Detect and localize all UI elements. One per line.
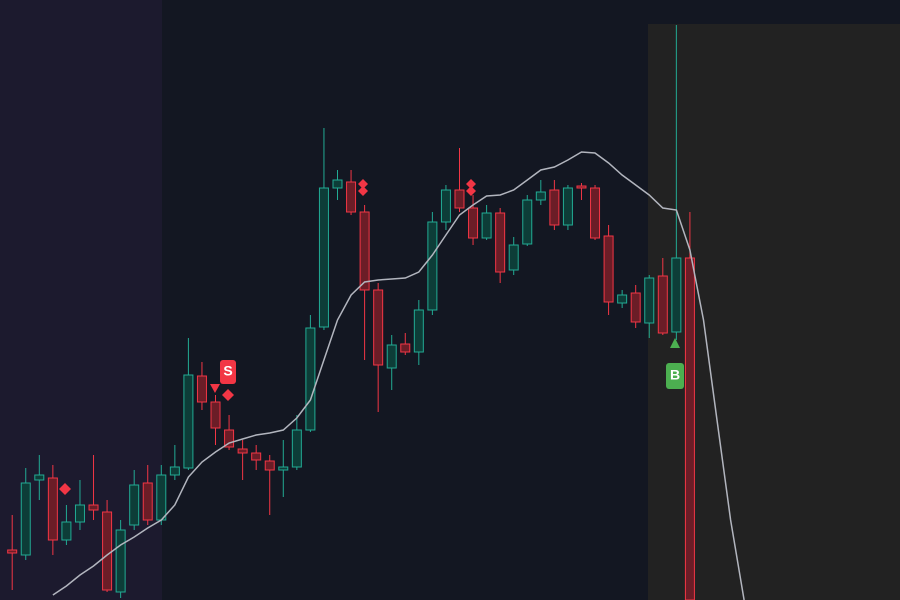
candle-body (590, 187, 601, 239)
candle-body (630, 292, 641, 323)
candle-body (522, 199, 533, 245)
candle-body (359, 211, 370, 291)
candle-body (576, 185, 587, 189)
candle-body (305, 327, 316, 431)
candle-body (251, 452, 262, 461)
candle-body (318, 187, 329, 328)
signal-diamond (222, 389, 234, 401)
candle-body (156, 474, 167, 521)
sell-badge (220, 360, 236, 384)
candle-body (603, 235, 614, 303)
candle-body (210, 401, 221, 429)
candle-body (224, 429, 235, 448)
candle-body (88, 504, 99, 511)
candle-body (129, 484, 140, 526)
candle-body (34, 474, 45, 481)
candle-body (562, 187, 573, 226)
candle-body (671, 257, 682, 333)
candle-body (61, 521, 72, 541)
candle-body (7, 549, 18, 554)
buy-label: B (670, 367, 680, 383)
candle-body (142, 482, 153, 521)
candle-body (454, 189, 465, 209)
sell-arrow (210, 384, 220, 393)
sell-label: S (223, 363, 232, 379)
signal-diamond (59, 483, 71, 495)
candle-body (508, 244, 519, 271)
candle-body (20, 482, 31, 556)
candle-body (400, 343, 411, 353)
candle-body (346, 181, 357, 213)
plot (7, 25, 745, 600)
buy-badge (666, 363, 684, 389)
candle-body (264, 460, 275, 471)
candle-body (386, 344, 397, 369)
signals: S B (59, 179, 684, 495)
candle-body (102, 511, 113, 591)
candle-body (684, 257, 695, 600)
signal-diamond (466, 186, 476, 196)
candle-body (481, 212, 492, 239)
candle-body (237, 448, 248, 454)
candle-body (413, 309, 424, 353)
candle-body (291, 429, 302, 468)
signal-diamond (358, 179, 368, 189)
candle-body (617, 294, 628, 304)
candle-body (196, 375, 207, 403)
candle-body (549, 189, 560, 226)
signal-diamond (358, 186, 368, 196)
candle-body (495, 212, 506, 273)
candle-body (169, 466, 180, 476)
candle-body (373, 289, 384, 366)
candle-body (115, 529, 126, 593)
candle-body (74, 504, 85, 523)
candle-body (468, 207, 479, 239)
candle-body (440, 189, 451, 223)
candle-body (427, 221, 438, 311)
candle-body (278, 466, 289, 471)
candle-body (535, 191, 546, 201)
candle-body (332, 179, 343, 189)
moving-average (52, 151, 745, 600)
candle-body (47, 477, 58, 541)
candle-body (644, 277, 655, 324)
signal-diamond (466, 179, 476, 189)
buy-arrow (670, 338, 680, 348)
candle-body (657, 275, 668, 334)
candle-body (183, 374, 194, 469)
